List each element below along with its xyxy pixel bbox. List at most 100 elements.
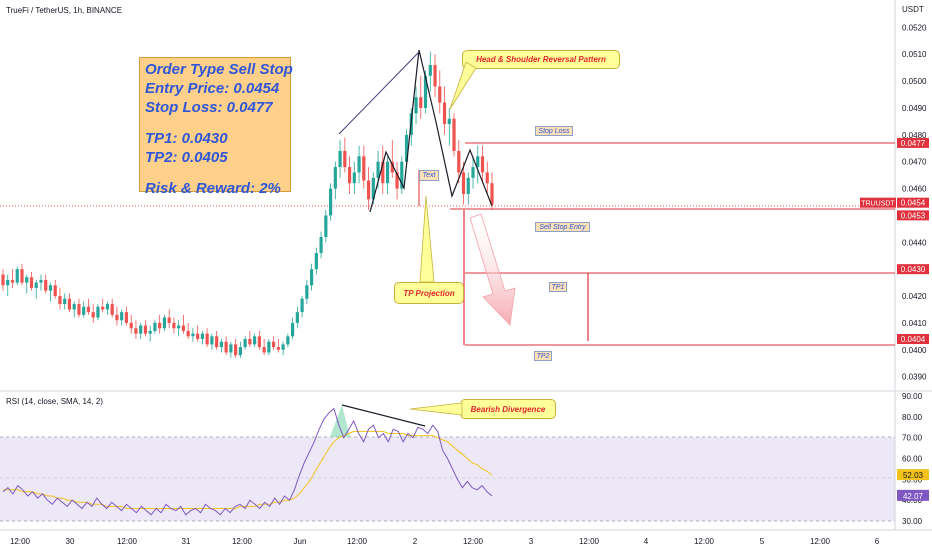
time-tick: 3 [529, 537, 534, 546]
candle-body [58, 296, 62, 305]
time-tick: 4 [644, 537, 649, 546]
price-tick: 0.0410 [902, 319, 927, 328]
time-tick: 12:00 [694, 537, 715, 546]
candle-body [15, 269, 19, 283]
candle-body [338, 150, 342, 168]
tp1-value: TP1: 0.0430 [145, 130, 228, 147]
candle-body [139, 325, 143, 334]
price-label: TRUUSDT [861, 201, 895, 208]
candle-body [324, 215, 328, 237]
time-tick: 12:00 [232, 537, 253, 546]
stop-loss-value: Stop Loss: 0.0477 [145, 99, 273, 116]
candle-body [457, 150, 461, 173]
candle-body [162, 317, 167, 329]
time-tick: 12:00 [117, 537, 138, 546]
rsi-line [2, 407, 493, 516]
candle-body [257, 336, 261, 348]
candle-body [319, 236, 323, 254]
tp-projection-arrow [469, 213, 516, 326]
bearish-divergence-pointer [410, 403, 463, 416]
candle-body [404, 134, 409, 162]
candle-body [362, 156, 366, 181]
candle-body [63, 298, 67, 305]
candle-body [286, 336, 290, 345]
tp-projection-pointer [419, 196, 435, 283]
candle-body [20, 269, 24, 283]
tp2-tag[interactable]: TP2 [534, 351, 552, 361]
candle-body [44, 279, 48, 291]
candle-body [167, 317, 171, 323]
candle-body [91, 312, 95, 318]
rsi-tick: 60.00 [902, 455, 923, 464]
rsi-value-label: 42.07 [903, 492, 924, 501]
time-tick: 12:00 [10, 537, 31, 546]
candle-body [385, 161, 390, 184]
candle-body [86, 306, 91, 313]
price-label-bg [897, 334, 929, 345]
candle-body [381, 161, 385, 184]
candle-body [6, 279, 10, 286]
candle-body [314, 253, 318, 270]
trend-line-upper [338, 51, 420, 135]
candle-body [371, 177, 375, 200]
candle-body [96, 306, 100, 318]
price-label: 0.0454 [901, 199, 926, 208]
price-label: 0.0453 [901, 211, 926, 220]
candle-body [376, 161, 380, 178]
candle-body [53, 285, 57, 297]
candle-body [267, 341, 271, 353]
candle-body [29, 277, 34, 288]
price-tick: 0.0420 [902, 292, 927, 301]
candle-body [276, 347, 280, 350]
time-tick: 2 [413, 537, 418, 546]
price-label-bg [897, 210, 929, 221]
candle-body [442, 102, 447, 125]
text-tag[interactable]: Text [419, 170, 439, 181]
price-label-bg [897, 197, 929, 208]
tp1-tag[interactable]: TP1 [549, 282, 567, 292]
candle-body [110, 304, 114, 315]
symbol-header: TrueFi / TetherUS, 1h, BINANCE [6, 6, 122, 15]
candle-body [366, 180, 371, 200]
candle-body [480, 156, 485, 173]
price-label-bg [897, 264, 929, 275]
candle-body [186, 330, 190, 337]
price-unit: USDT [902, 5, 924, 14]
candle-body [10, 279, 15, 283]
candle-body [253, 336, 257, 345]
entry-price: Entry Price: 0.0454 [145, 80, 280, 97]
time-axis: 12:00 30 12:00 31 12:00 Jun 12:00 2 12:00 3 12:00 4… [10, 537, 880, 546]
risk-reward: Risk & Reward: 2% [145, 180, 281, 197]
price-tick: 0.0480 [902, 131, 927, 140]
candle-body [196, 333, 200, 340]
tp2-value: TP2: 0.0405 [145, 149, 228, 166]
rsi-tick: 80.00 [902, 413, 923, 422]
candle-body [414, 97, 418, 114]
candle-body [153, 322, 157, 331]
candle-body [490, 183, 494, 205]
rsi-value-bg [897, 469, 929, 481]
candle-body [229, 344, 233, 353]
head-shoulder-pointer [449, 62, 477, 110]
rsi-band [0, 437, 895, 521]
candle-body [77, 304, 81, 315]
candle-body [262, 347, 266, 353]
bearish-divergence-callout[interactable]: Bearish Divergence [460, 399, 556, 419]
order-info-note[interactable]: Order Type Sell Stop Entry Price: 0.0454… [139, 57, 293, 197]
rsi-overbought-fill [330, 405, 350, 437]
candle-body [466, 177, 470, 194]
candle-body [343, 150, 347, 168]
sell-stop-entry-tag[interactable]: Sell Stop Entry [535, 222, 590, 232]
candle-body [210, 336, 214, 345]
stop-loss-tag[interactable]: Stop Loss [535, 126, 573, 136]
candle-body [428, 64, 432, 76]
candle-body [172, 322, 176, 329]
head-shoulder-callout[interactable]: Head & Shoulder Reversal Pattern [462, 50, 620, 69]
candle-body [400, 161, 404, 189]
candle-body [219, 341, 223, 348]
time-tick: 31 [182, 537, 191, 546]
candle-body [281, 344, 285, 350]
tp-projection-callout[interactable]: TP Projection [394, 282, 464, 304]
price-tick: 0.0390 [902, 373, 927, 382]
